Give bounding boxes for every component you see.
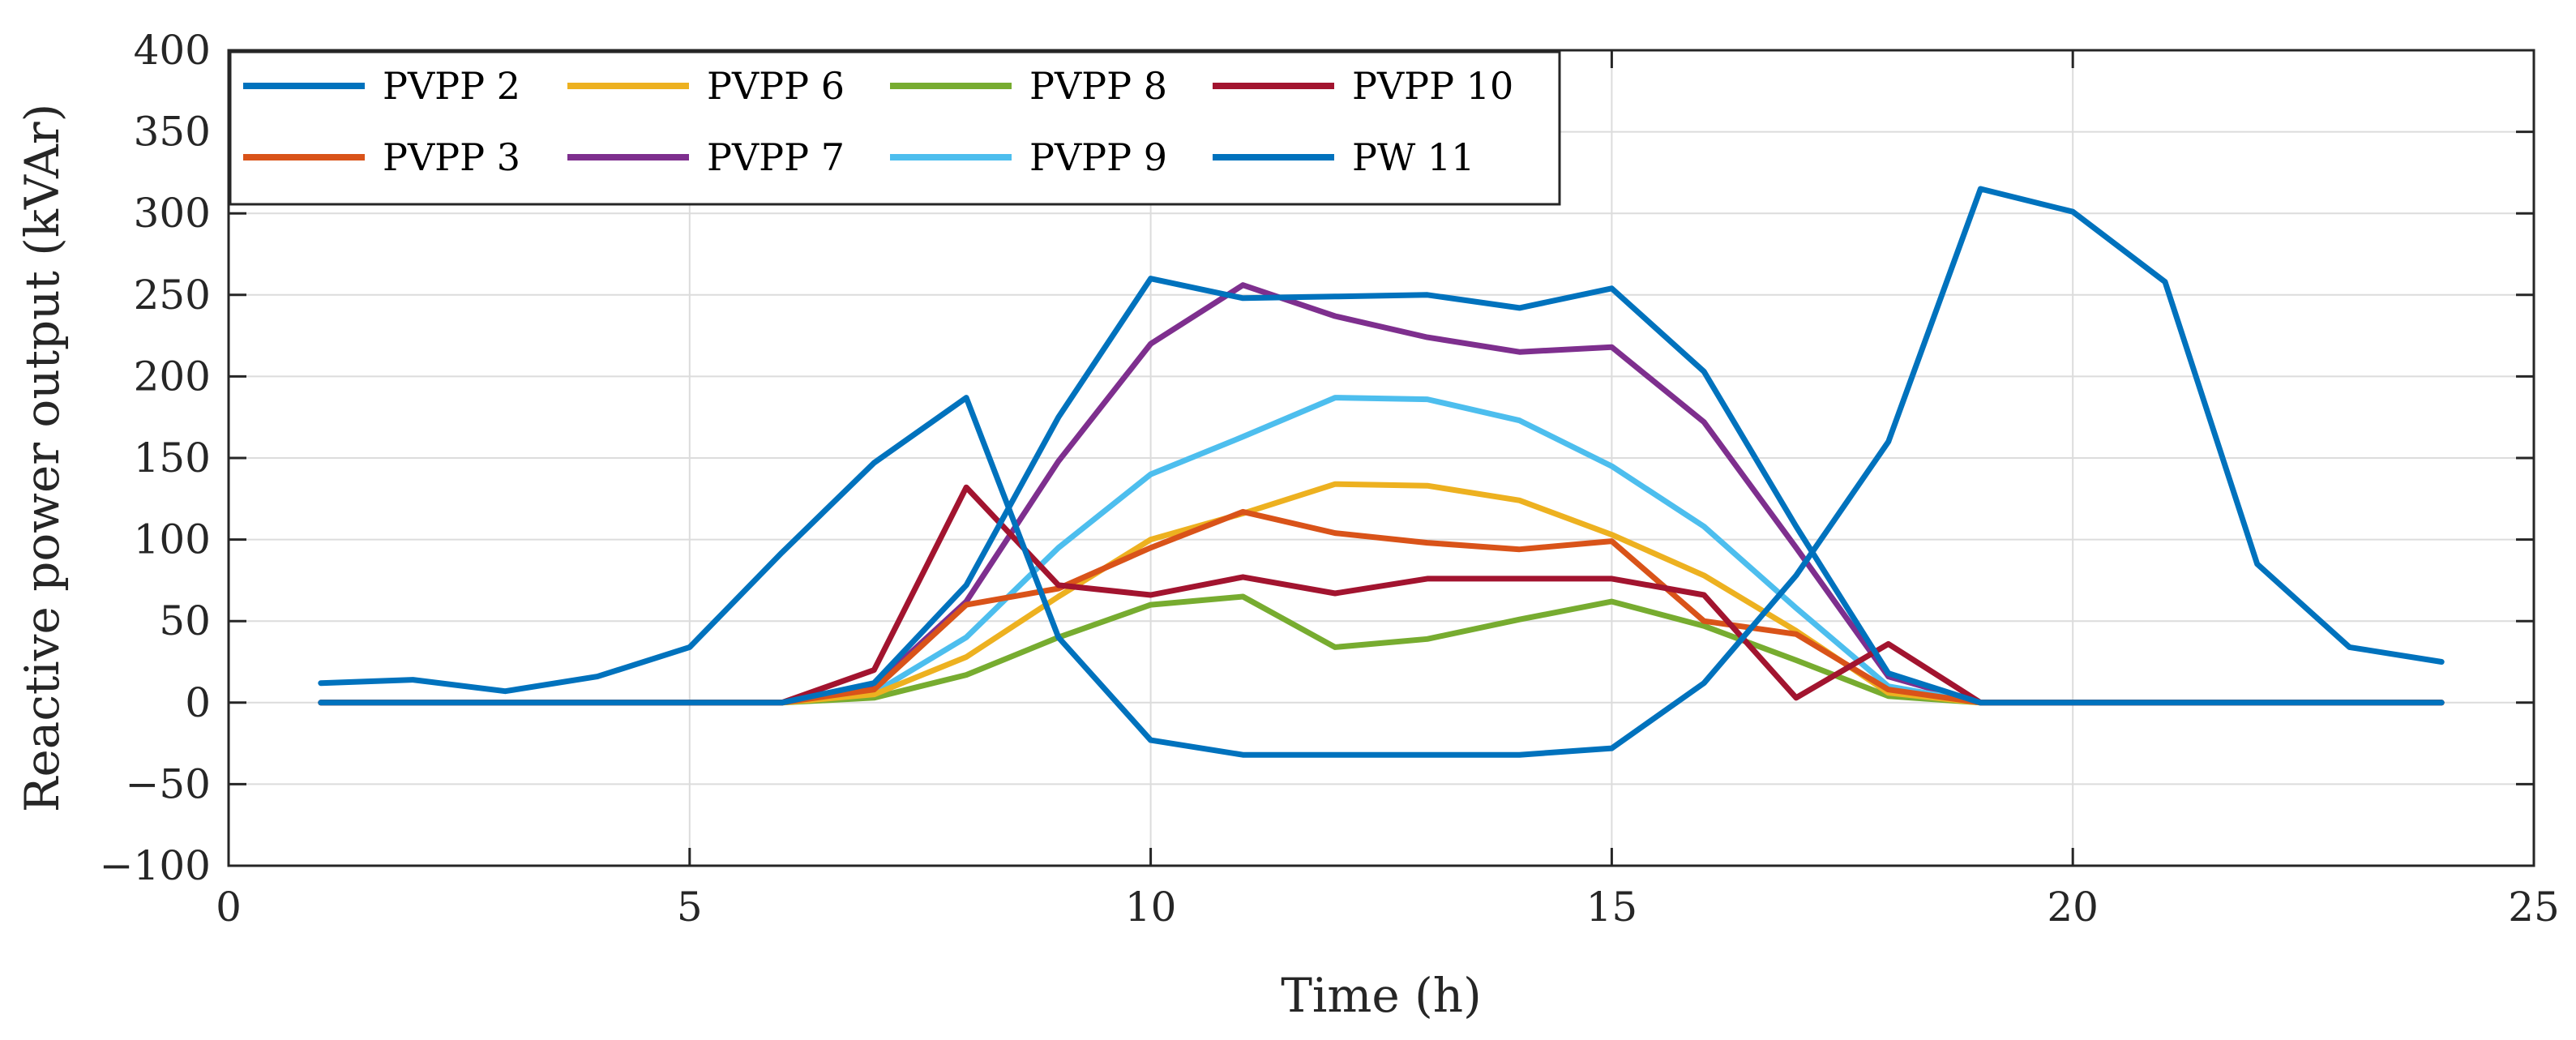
legend-item: PVPP 8 (890, 64, 1167, 108)
x-tick-label: 5 (677, 884, 703, 931)
y-tick-label: 400 (134, 27, 211, 74)
legend-label: PVPP 9 (1029, 135, 1167, 179)
legend-label: PVPP 10 (1352, 64, 1513, 108)
x-tick-label: 0 (216, 884, 242, 931)
legend: PVPP 2 PVPP 3 PVPP 6 PVPP 7 PVPP 8 PVPP 9 PVPP… (229, 50, 1561, 206)
legend-item: PVPP 10 (1213, 64, 1513, 108)
legend-item: PVPP 7 (567, 135, 845, 179)
legend-label: PVPP 7 (707, 135, 845, 179)
y-tick-label: 50 (159, 597, 211, 644)
y-tick-label: 200 (134, 353, 211, 400)
y-tick-label: 250 (134, 272, 211, 319)
x-tick-label: 15 (1586, 884, 1638, 931)
y-axis-title: Reactive power output (kVAr) (15, 104, 70, 812)
legend-label: PVPP 2 (383, 64, 520, 108)
x-tick-label: 25 (2508, 884, 2560, 931)
series-lines (318, 186, 2445, 758)
x-tick-label: 10 (1125, 884, 1177, 931)
legend-item: PVPP 6 (567, 64, 845, 108)
y-tick-label: −100 (100, 842, 211, 889)
legend-item: PVPP 9 (890, 135, 1167, 179)
y-tick-label: 300 (134, 190, 211, 237)
legend-label: PW 11 (1352, 135, 1474, 179)
legend-label: PVPP 6 (707, 64, 845, 108)
series-line-pvpp-2 (318, 186, 2445, 758)
legend-label: PVPP 3 (383, 135, 520, 179)
legend-box (229, 50, 1561, 206)
y-tick-label: 150 (134, 434, 211, 481)
axis-ticks: −100 −50 0 50 100 150 200 250 300 350 400 0 5 10 15 20 2… (100, 27, 2560, 931)
y-tick-label: 100 (134, 516, 211, 563)
legend-item: PW 11 (1213, 135, 1474, 179)
x-axis-title: Time (h) (1281, 968, 1482, 1023)
y-tick-label: 0 (185, 679, 211, 726)
series-line-pw-11 (318, 276, 2445, 706)
legend-label: PVPP 8 (1029, 64, 1167, 108)
legend-item: PVPP 3 (243, 135, 520, 179)
legend-item: PVPP 2 (243, 64, 520, 108)
x-tick-label: 20 (2047, 884, 2099, 931)
y-tick-label: 350 (134, 109, 211, 156)
y-tick-label: −50 (125, 760, 211, 807)
